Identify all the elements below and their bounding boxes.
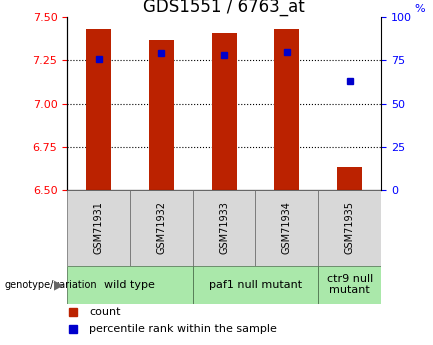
Bar xyxy=(337,167,362,190)
Text: wild type: wild type xyxy=(104,280,155,289)
Bar xyxy=(193,266,318,304)
Text: count: count xyxy=(89,307,120,317)
Bar xyxy=(86,29,111,190)
Bar xyxy=(255,190,318,266)
Text: paf1 null mutant: paf1 null mutant xyxy=(209,280,302,289)
Bar xyxy=(149,40,174,190)
Text: GSM71931: GSM71931 xyxy=(94,201,103,254)
Text: ctr9 null
mutant: ctr9 null mutant xyxy=(326,274,373,295)
Text: GSM71934: GSM71934 xyxy=(282,201,292,254)
Bar xyxy=(130,190,193,266)
Bar xyxy=(275,29,299,190)
Bar xyxy=(193,190,255,266)
Text: GSM71932: GSM71932 xyxy=(156,201,166,254)
Text: GSM71935: GSM71935 xyxy=(345,201,355,254)
Text: genotype/variation: genotype/variation xyxy=(4,280,97,289)
Text: percentile rank within the sample: percentile rank within the sample xyxy=(89,325,277,334)
Bar xyxy=(318,266,381,304)
Bar xyxy=(67,266,193,304)
Text: ▶: ▶ xyxy=(54,278,63,291)
Bar xyxy=(67,190,130,266)
Bar xyxy=(211,33,236,190)
Title: GDS1551 / 6763_at: GDS1551 / 6763_at xyxy=(143,0,305,16)
Bar xyxy=(318,190,381,266)
Text: %: % xyxy=(415,4,425,14)
Text: GSM71933: GSM71933 xyxy=(219,201,229,254)
